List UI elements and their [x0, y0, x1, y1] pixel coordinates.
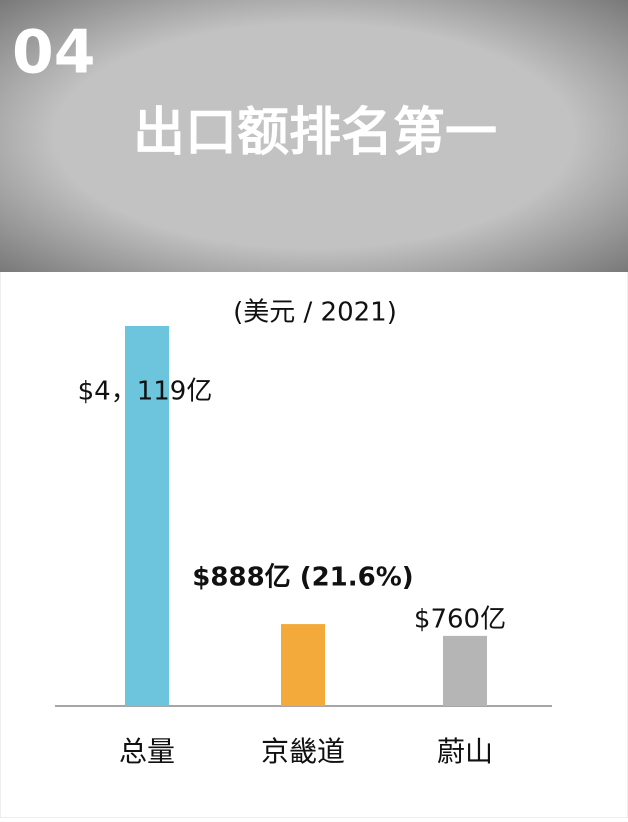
value-label: $760亿	[414, 604, 506, 634]
bar	[125, 326, 169, 706]
header-band	[0, 0, 628, 272]
bar	[443, 635, 487, 706]
bar	[281, 624, 325, 706]
x-tick-label: 总量	[119, 735, 175, 768]
value-label: $4，119亿	[78, 377, 213, 407]
x-tick-label: 京畿道	[261, 735, 345, 768]
x-tick-label: 蔚山	[437, 735, 493, 768]
value-label: $888亿 (21.6%)	[192, 563, 413, 593]
chart-subtitle: (美元 / 2021)	[233, 298, 397, 328]
header-title: 出口额排名第一	[133, 103, 497, 163]
header-number: 04	[12, 18, 96, 88]
